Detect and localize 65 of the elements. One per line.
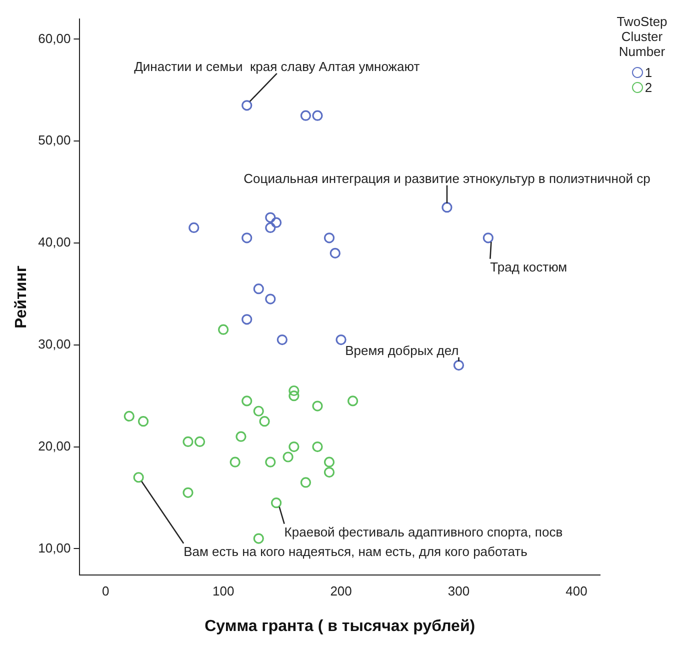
legend-title: TwoStep Cluster Number <box>616 14 668 59</box>
x-tick-label: 0 <box>102 584 110 599</box>
point <box>453 360 464 371</box>
annotation: Династии и семьи края славу Алтая умножают <box>134 58 420 74</box>
point <box>253 284 264 294</box>
x-tick-label: 400 <box>566 584 588 599</box>
point <box>265 222 276 234</box>
point <box>442 202 452 213</box>
point <box>124 410 134 422</box>
point <box>330 248 340 258</box>
point <box>133 472 144 483</box>
y-tick-label: 10,00 <box>38 540 71 556</box>
point <box>324 466 335 478</box>
point <box>312 400 323 412</box>
y-tick-label: 60,00 <box>38 30 71 46</box>
point <box>194 436 206 448</box>
point <box>236 431 246 442</box>
annotation: Социальная интеграция и развитие этнокультур в полиэтничной ср <box>244 170 650 186</box>
point <box>218 324 229 335</box>
point <box>300 110 312 121</box>
point <box>242 396 252 406</box>
point <box>288 442 300 452</box>
point <box>348 396 358 406</box>
point <box>265 294 276 304</box>
y-tick-label: 20,00 <box>38 438 71 454</box>
point <box>253 533 264 544</box>
point <box>271 217 282 228</box>
legend-label: 2 <box>644 80 652 95</box>
y-axis-title: Рейтинг <box>13 265 30 329</box>
x-tick-label: 300 <box>448 584 470 599</box>
point <box>288 385 300 396</box>
point <box>242 100 252 111</box>
point <box>312 442 323 452</box>
point <box>259 416 270 427</box>
annotation: Краевой фестиваль адаптивного спорта, посв <box>284 524 563 540</box>
point <box>324 232 335 244</box>
point <box>300 477 312 488</box>
point <box>276 334 288 346</box>
point <box>336 334 346 346</box>
point <box>271 498 282 508</box>
y-tick-label: 40,00 <box>38 234 71 250</box>
point <box>188 222 200 234</box>
point <box>230 456 240 468</box>
point <box>182 436 194 448</box>
point <box>242 314 252 325</box>
point <box>312 110 323 121</box>
x-axis-title: Сумма гранта ( в тысячах рублей) <box>204 618 476 635</box>
point <box>253 406 264 416</box>
point <box>182 487 194 498</box>
point <box>324 456 335 468</box>
annotation: Вам есть на кого надеяться, нам есть, для кого работать <box>184 544 528 559</box>
annotation: Время добрых дел <box>345 342 459 358</box>
x-tick-label: 200 <box>330 584 352 599</box>
point <box>288 390 300 402</box>
point <box>138 416 149 427</box>
point <box>282 452 294 462</box>
y-tick-label: 30,00 <box>38 336 71 352</box>
legend-label: 1 <box>644 65 652 80</box>
point <box>482 232 494 244</box>
point <box>242 232 252 244</box>
y-tick-label: 50,00 <box>38 132 71 148</box>
point <box>265 212 276 223</box>
point <box>265 456 276 468</box>
x-tick-label: 100 <box>212 584 234 599</box>
annotation: Трад костюм <box>490 259 568 274</box>
